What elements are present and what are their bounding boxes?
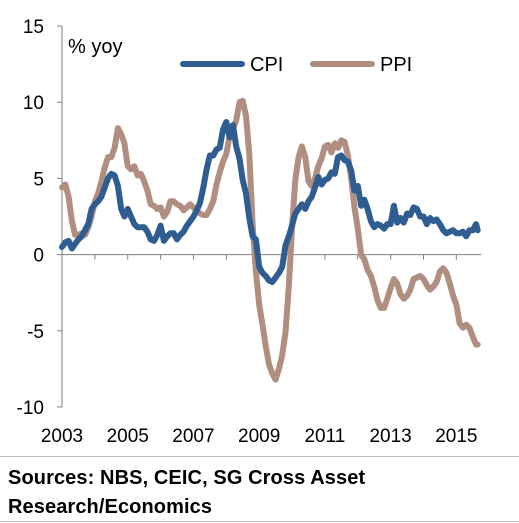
y-tick-label: -10 [17,398,44,419]
legend-label-ppi: PPI [380,54,412,76]
source-bottom-rule [0,521,519,522]
x-tick-label: 2003 [41,426,83,447]
y-tick-label: 10 [23,93,44,114]
source-line-2: Research/Economics [8,496,213,518]
x-tick-label: 2015 [435,426,477,447]
source-line-1: Sources: NBS, CEIC, SG Cross Asset [8,467,366,489]
x-tick-label: 2007 [172,426,214,447]
source-note: Sources: NBS, CEIC, SG Cross Asset Resea… [8,464,508,522]
y-tick-label: -5 [27,322,44,343]
x-tick-label: 2009 [238,426,280,447]
y-tick-label: 15 [23,17,44,38]
source-top-rule [0,456,519,457]
series-layer [59,97,481,383]
ppi-series-line [59,97,481,383]
cpi-series-line [59,119,481,285]
legend: CPI PPI [180,54,412,76]
legend-label-cpi: CPI [250,54,283,76]
y-tick-label: 0 [33,246,44,267]
y-axis-label: % yoy [68,36,122,58]
x-tick-label: 2013 [369,426,411,447]
x-tick-label: 2005 [107,426,149,447]
x-tick-label: 2011 [304,426,345,447]
y-tick-label: 5 [33,169,44,190]
axes: 15 10 5 0 -5 -10 2003 2005 2007 2009 2011 2013 2015 [17,17,481,447]
